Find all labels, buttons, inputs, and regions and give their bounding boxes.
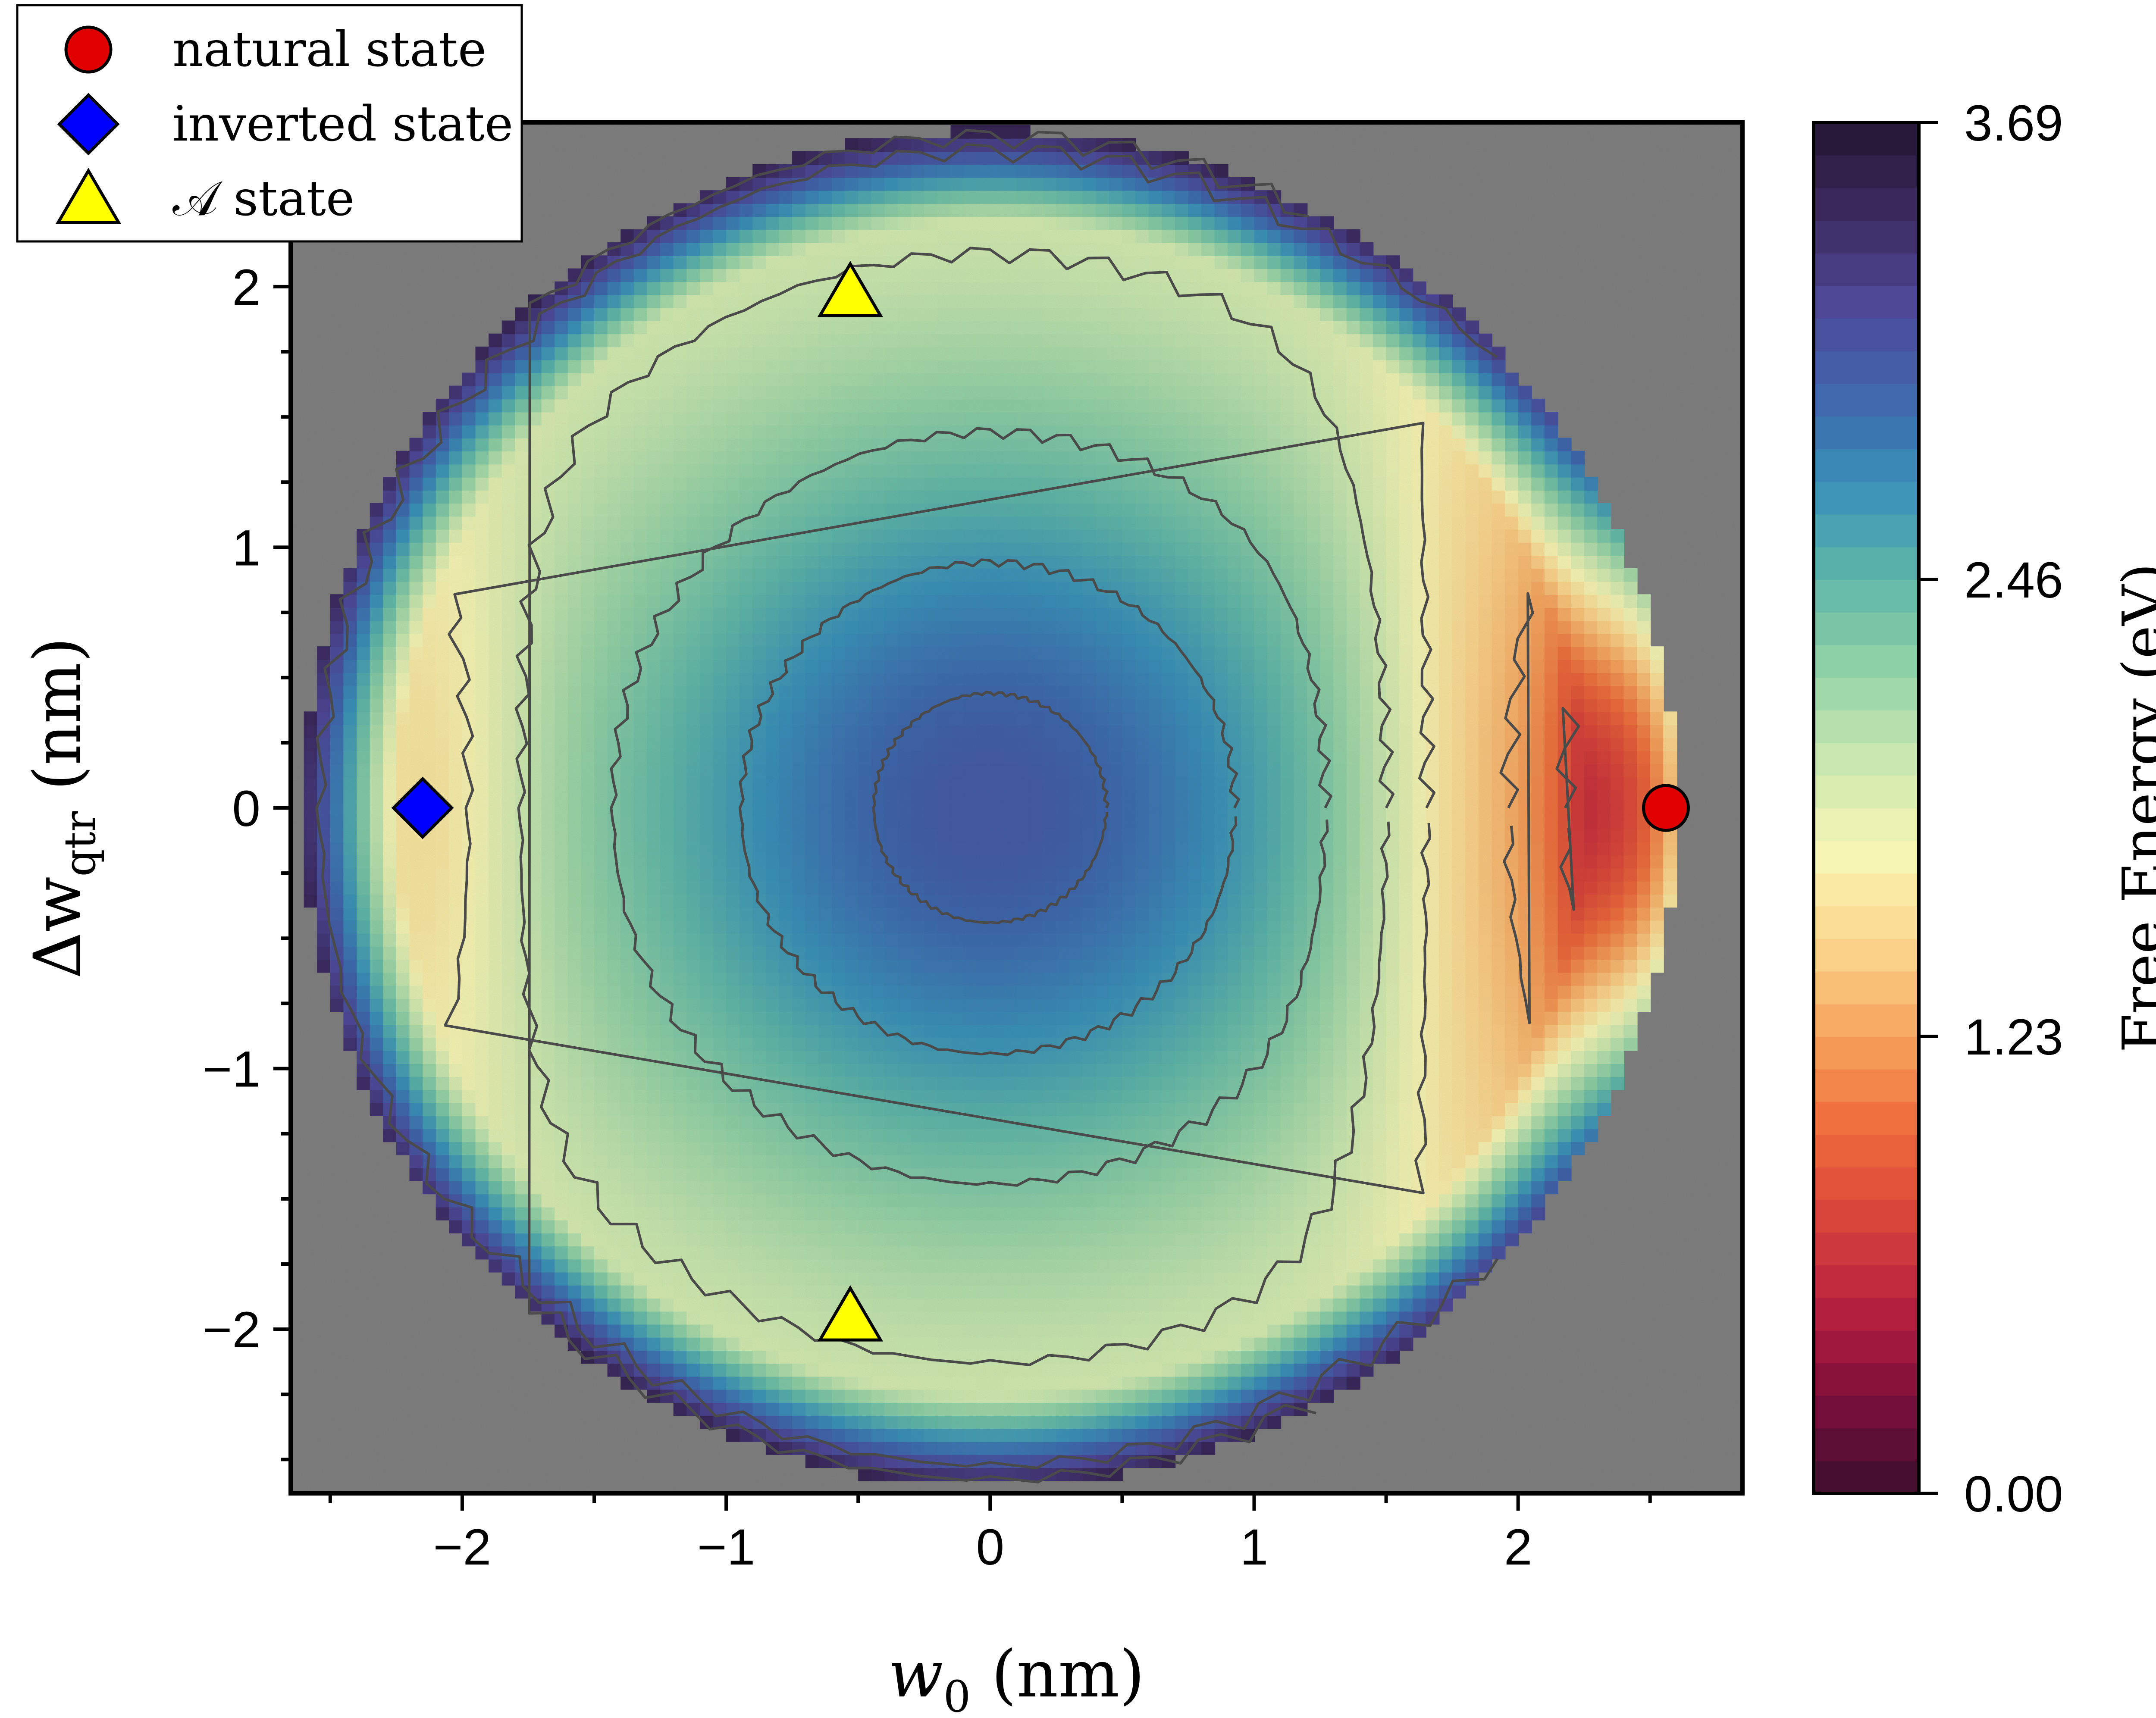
heatmap-layer (291, 122, 1742, 1493)
